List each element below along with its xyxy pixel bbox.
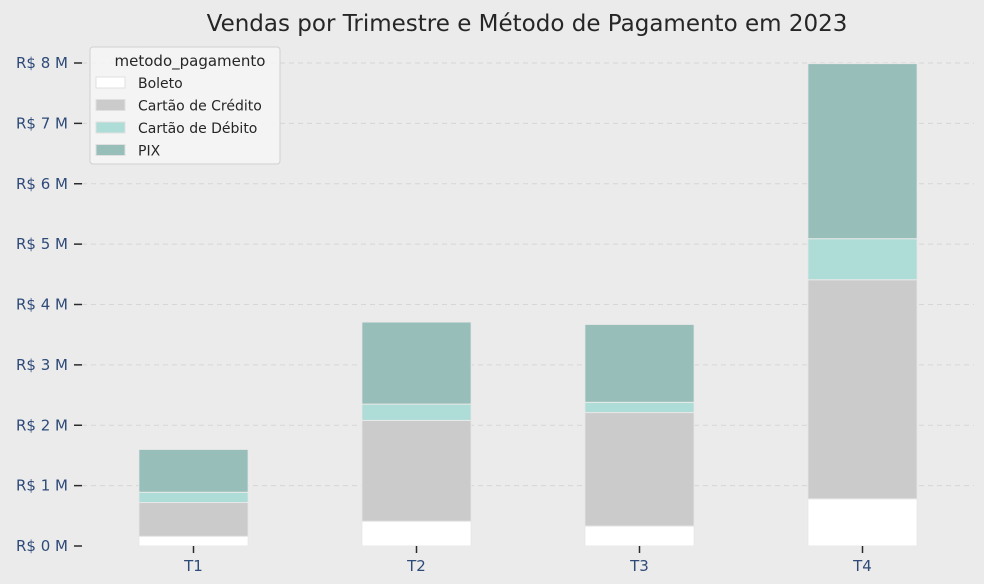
- bar-segment: [138, 491, 249, 504]
- x-tick-label: T2: [406, 557, 426, 575]
- x-tick-label: T1: [183, 557, 203, 575]
- x-axis: T1 T2 T3 T4: [183, 546, 872, 575]
- legend-swatch: [95, 99, 126, 111]
- bar-segment: [584, 525, 695, 547]
- bar-segment: [138, 502, 249, 537]
- bar-segment: [807, 63, 918, 240]
- bars-layer: [138, 63, 918, 547]
- legend-title: metodo_pagamento: [115, 52, 266, 71]
- y-tick-label: R$ 0 M: [16, 537, 68, 555]
- y-tick-label: R$ 6 M: [16, 175, 68, 193]
- x-tick-label: T4: [852, 557, 872, 575]
- y-tick-label: R$ 4 M: [16, 296, 68, 314]
- y-tick-label: R$ 1 M: [16, 477, 68, 495]
- bar-segment: [361, 520, 472, 547]
- x-tick-label: T3: [629, 557, 649, 575]
- legend: metodo_pagamento Boleto Cartão de Crédito…: [89, 46, 281, 165]
- bar-segment: [584, 412, 695, 527]
- bar-segment: [361, 321, 472, 405]
- legend-swatch: [95, 76, 126, 89]
- chart-title: Vendas por Trimestre e Método de Pagamen…: [207, 11, 848, 37]
- bar-segment: [807, 498, 918, 547]
- legend-box: [89, 46, 281, 165]
- y-tick-label: R$ 5 M: [16, 235, 68, 253]
- y-tick-label: R$ 2 M: [16, 416, 68, 434]
- y-tick-label: R$ 3 M: [16, 356, 68, 374]
- legend-items: Boleto Cartão de Crédito Cartão de Débito P…: [95, 76, 262, 160]
- y-tick-label: R$ 7 M: [16, 114, 68, 132]
- bar-segment: [138, 448, 249, 493]
- y-axis: R$ 0 M R$ 1 M R$ 2 M R$ 3 M R$ 4 M R$ 5 M R$ 6…: [16, 54, 82, 555]
- legend-swatch: [95, 121, 126, 134]
- bar-segment: [361, 403, 472, 421]
- legend-swatch: [95, 144, 126, 156]
- bar-segment: [138, 535, 249, 547]
- bar-segment: [807, 279, 918, 500]
- bar-segment: [361, 419, 472, 522]
- bar-segment: [584, 323, 695, 403]
- bar-segment: [807, 238, 918, 281]
- legend-label: Cartão de Crédito: [138, 99, 262, 115]
- y-tick-label: R$ 8 M: [16, 54, 68, 72]
- legend-label: Cartão de Débito: [138, 121, 257, 137]
- legend-label: PIX: [138, 144, 161, 160]
- legend-label: Boleto: [138, 76, 183, 92]
- bar-segment: [584, 401, 695, 414]
